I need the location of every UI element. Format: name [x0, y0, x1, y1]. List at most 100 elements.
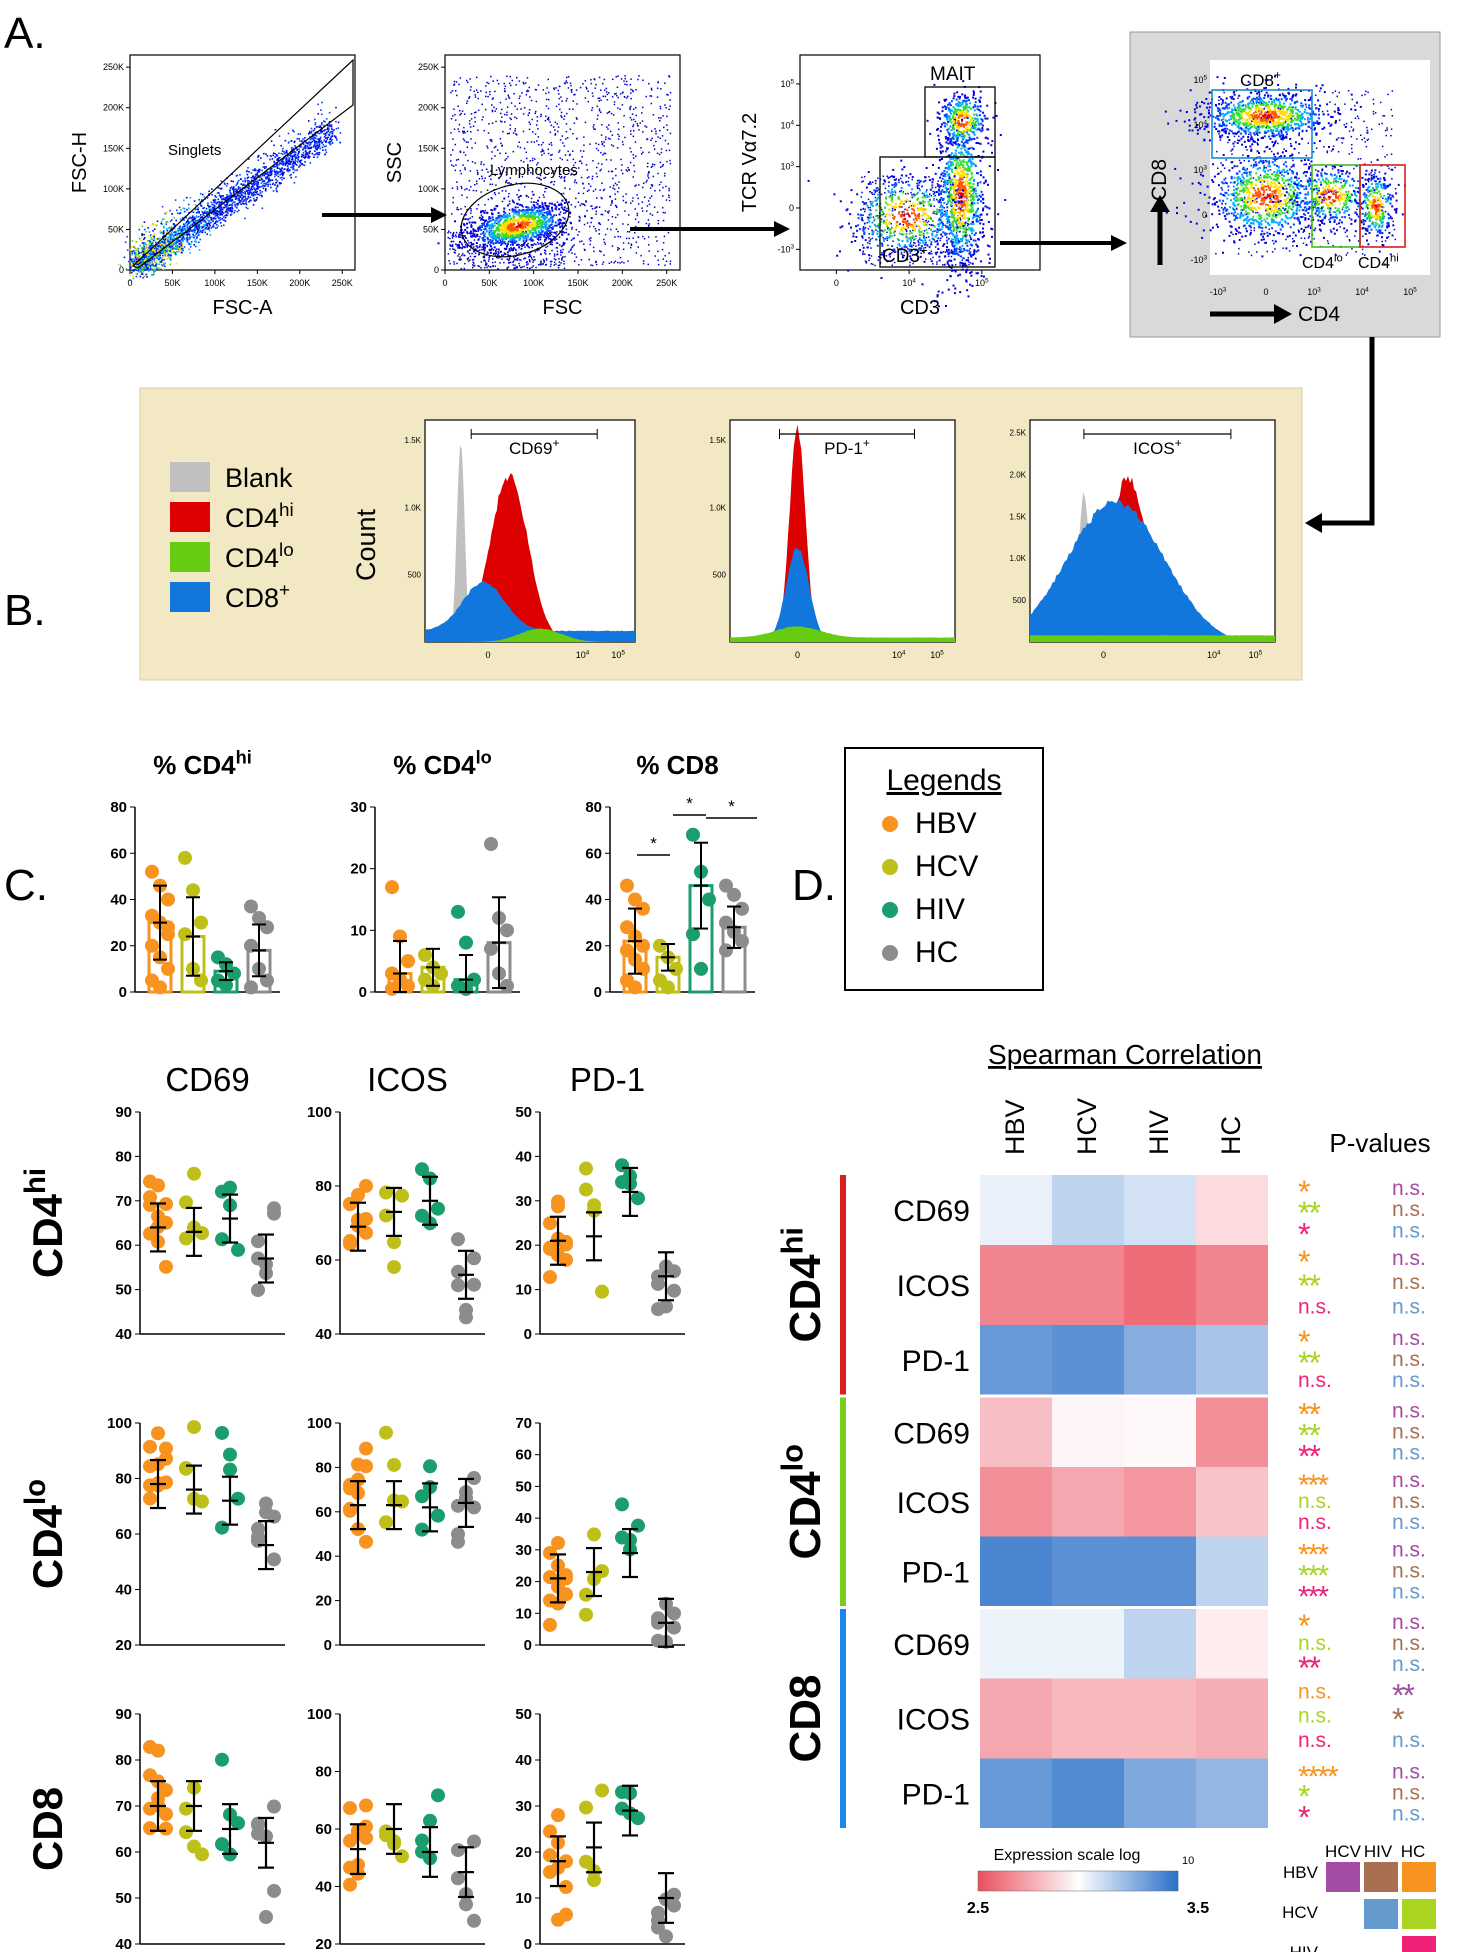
event-dot	[208, 209, 211, 211]
event-dot	[474, 184, 476, 186]
event-dot	[460, 213, 463, 215]
event-dot	[163, 250, 165, 252]
event-dot	[166, 247, 169, 249]
event-dot	[557, 267, 560, 269]
event-dot	[282, 171, 285, 174]
event-dot	[516, 134, 518, 136]
event-dot	[152, 248, 154, 250]
event-dot	[329, 140, 331, 143]
event-dot	[167, 249, 169, 251]
event-dot	[649, 187, 652, 189]
event-dot	[541, 201, 543, 204]
event-dot	[323, 124, 325, 127]
event-dot	[157, 245, 159, 248]
event-dot	[501, 121, 503, 123]
event-dot	[497, 248, 500, 251]
event-dot	[318, 141, 321, 144]
event-dot	[590, 221, 592, 224]
event-dot	[245, 197, 247, 200]
event-dot	[457, 246, 460, 249]
event-dot	[459, 231, 461, 234]
event-dot	[618, 181, 620, 183]
event-dot	[238, 197, 240, 199]
event-dot	[180, 209, 182, 211]
event-dot	[273, 169, 276, 171]
event-dot	[512, 150, 514, 153]
event-dot	[514, 206, 517, 209]
event-dot	[245, 186, 247, 188]
event-dot	[252, 169, 254, 171]
event-dot	[189, 230, 192, 232]
event-dot	[339, 141, 341, 144]
event-dot	[619, 108, 621, 110]
event-dot	[242, 183, 245, 185]
event-dot	[622, 223, 624, 225]
event-dot	[180, 235, 182, 238]
event-dot	[519, 203, 522, 206]
event-dot	[515, 84, 517, 86]
event-dot	[627, 242, 630, 244]
event-dot	[570, 248, 572, 250]
event-dot	[325, 151, 328, 154]
event-dot	[554, 221, 557, 224]
event-dot	[304, 156, 306, 158]
event-dot	[534, 88, 537, 91]
event-dot	[474, 255, 477, 258]
event-dot	[596, 105, 599, 108]
event-dot	[289, 154, 292, 157]
event-dot	[188, 243, 190, 245]
event-dot	[636, 214, 639, 217]
event-dot	[455, 159, 458, 161]
event-dot	[261, 195, 263, 198]
y-tick-label: 200K	[418, 103, 439, 113]
event-dot	[192, 216, 194, 218]
event-dot	[601, 141, 603, 143]
event-dot	[461, 187, 463, 189]
event-dot	[609, 130, 612, 133]
event-dot	[544, 191, 546, 193]
event-dot	[555, 233, 557, 235]
event-dot	[232, 187, 234, 190]
event-dot	[468, 221, 471, 224]
event-dot	[304, 137, 306, 139]
event-dot	[196, 231, 199, 234]
event-dot	[515, 182, 518, 184]
event-dot	[173, 247, 176, 250]
event-dot	[528, 232, 531, 235]
event-dot	[227, 200, 230, 202]
event-dot	[598, 97, 601, 99]
event-dot	[290, 176, 292, 179]
event-dot	[286, 165, 289, 167]
event-dot	[535, 169, 538, 171]
event-dot	[234, 204, 236, 207]
event-dot	[178, 247, 181, 249]
event-dot	[549, 230, 552, 232]
event-dot	[482, 255, 485, 258]
event-dot	[538, 264, 540, 266]
event-dot	[529, 254, 531, 256]
event-dot	[530, 208, 533, 211]
event-dot	[464, 237, 467, 239]
event-dot	[182, 247, 184, 250]
event-dot	[477, 129, 479, 131]
event-dot	[273, 144, 275, 147]
event-dot	[180, 231, 183, 234]
event-dot	[459, 114, 461, 116]
event-dot	[668, 196, 670, 198]
event-dot	[635, 114, 637, 117]
event-dot	[483, 163, 485, 166]
event-dot	[229, 214, 232, 216]
event-dot	[491, 110, 494, 113]
event-dot	[145, 244, 148, 246]
event-dot	[563, 260, 565, 263]
event-dot	[169, 258, 172, 261]
event-dot	[668, 187, 670, 190]
event-dot	[656, 152, 659, 155]
event-dot	[136, 260, 138, 262]
x-axis-label: FSC	[543, 297, 583, 319]
event-dot	[590, 79, 592, 81]
event-dot	[289, 160, 291, 163]
event-dot	[656, 240, 658, 242]
event-dot	[480, 210, 483, 213]
event-dot	[320, 123, 323, 126]
